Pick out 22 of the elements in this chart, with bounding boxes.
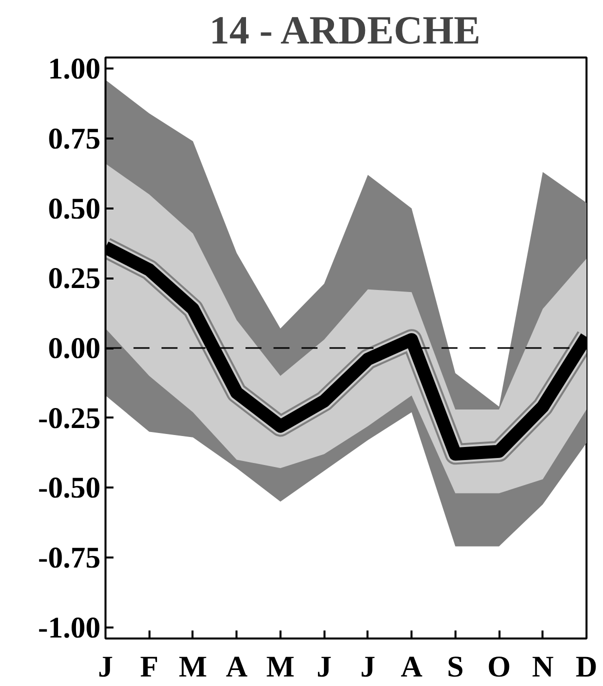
x-tick-label: J (316, 650, 332, 684)
y-tick-label: 0.25 (48, 262, 100, 296)
x-tick-label: J (98, 650, 113, 684)
x-tick-label: N (532, 650, 554, 684)
y-tick-label: -0.25 (38, 402, 101, 435)
y-tick-label: -0.50 (38, 472, 101, 505)
x-tick-label: D (576, 650, 598, 684)
y-tick-label: 0.50 (48, 192, 100, 226)
x-tick-label: A (226, 650, 248, 684)
x-tick-label: M (266, 650, 295, 684)
y-tick-label: -0.75 (38, 541, 101, 574)
y-tick-label: 1.00 (48, 52, 100, 86)
x-tick-label: M (178, 650, 208, 684)
x-tick-label: F (140, 650, 158, 684)
chart-title: 14 - ARDECHE (209, 8, 480, 52)
x-tick-label: S (446, 650, 464, 684)
y-tick-label: 0.75 (48, 122, 100, 156)
x-tick-label: A (400, 650, 423, 684)
y-tick-label: -1.00 (38, 611, 101, 644)
x-tick-label: O (487, 650, 511, 684)
x-tick-label: J (360, 650, 376, 684)
y-tick-label: 0.00 (48, 332, 100, 365)
